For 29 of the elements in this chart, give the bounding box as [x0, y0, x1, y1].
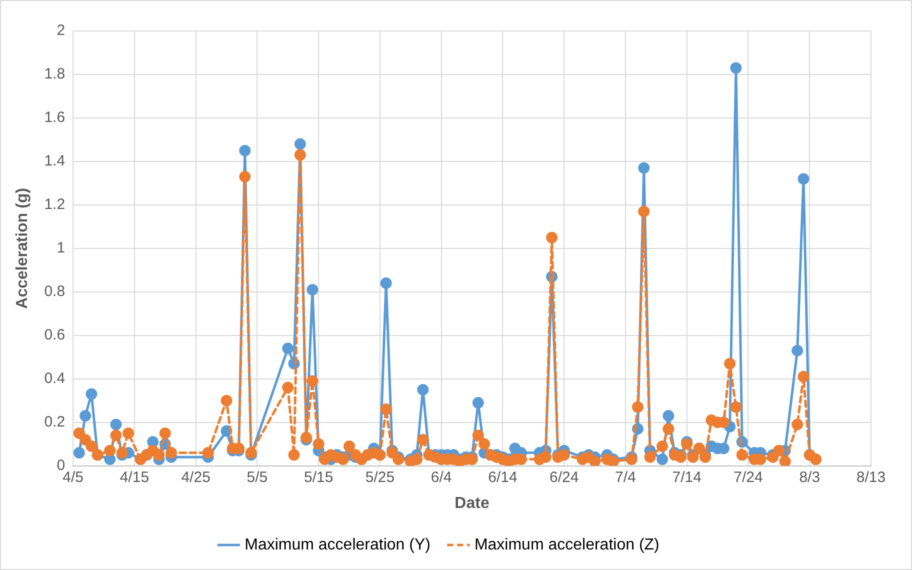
x-tick-label: 5/5 [246, 468, 268, 486]
y-tick-label: 1 [56, 240, 66, 257]
x-tick-label: 6/14 [488, 468, 518, 486]
legend-label: Maximum acceleration (Z) [474, 536, 660, 554]
y-tick-label: 0.8 [44, 283, 66, 300]
x-tick-label: 8/13 [856, 468, 886, 486]
y-tick-label: 2 [56, 22, 66, 40]
x-tick-label: 8/3 [799, 468, 820, 486]
x-tick-label: 7/24 [734, 468, 763, 486]
x-tick-label: 5/15 [304, 468, 334, 486]
x-tick-label: 5/25 [365, 468, 395, 486]
y-tick-label: 0.6 [44, 326, 66, 344]
x-tick-label: 4/5 [62, 468, 84, 486]
y-tick-label: 1.8 [44, 66, 66, 83]
legend-label: Maximum acceleration (Y) [244, 536, 430, 554]
y-tick-label: 0.4 [44, 370, 66, 387]
x-tick-label: 7/4 [615, 468, 636, 486]
x-tick-label: 4/15 [120, 468, 150, 486]
x-tick-label: 6/4 [430, 468, 452, 486]
x-tick-label: 7/14 [672, 468, 702, 486]
x-axis-title: Date [454, 494, 490, 512]
y-tick-label: 1.6 [44, 109, 66, 126]
x-tick-label: 6/24 [549, 468, 579, 486]
y-axis-title: Acceleration (g) [14, 188, 32, 309]
x-tick-label: 4/25 [181, 468, 210, 486]
y-tick-label: 0.2 [44, 413, 66, 430]
y-tick-label: 1.2 [44, 196, 66, 214]
y-tick-label: 0 [56, 456, 66, 474]
y-tick-label: 1.4 [44, 152, 66, 170]
